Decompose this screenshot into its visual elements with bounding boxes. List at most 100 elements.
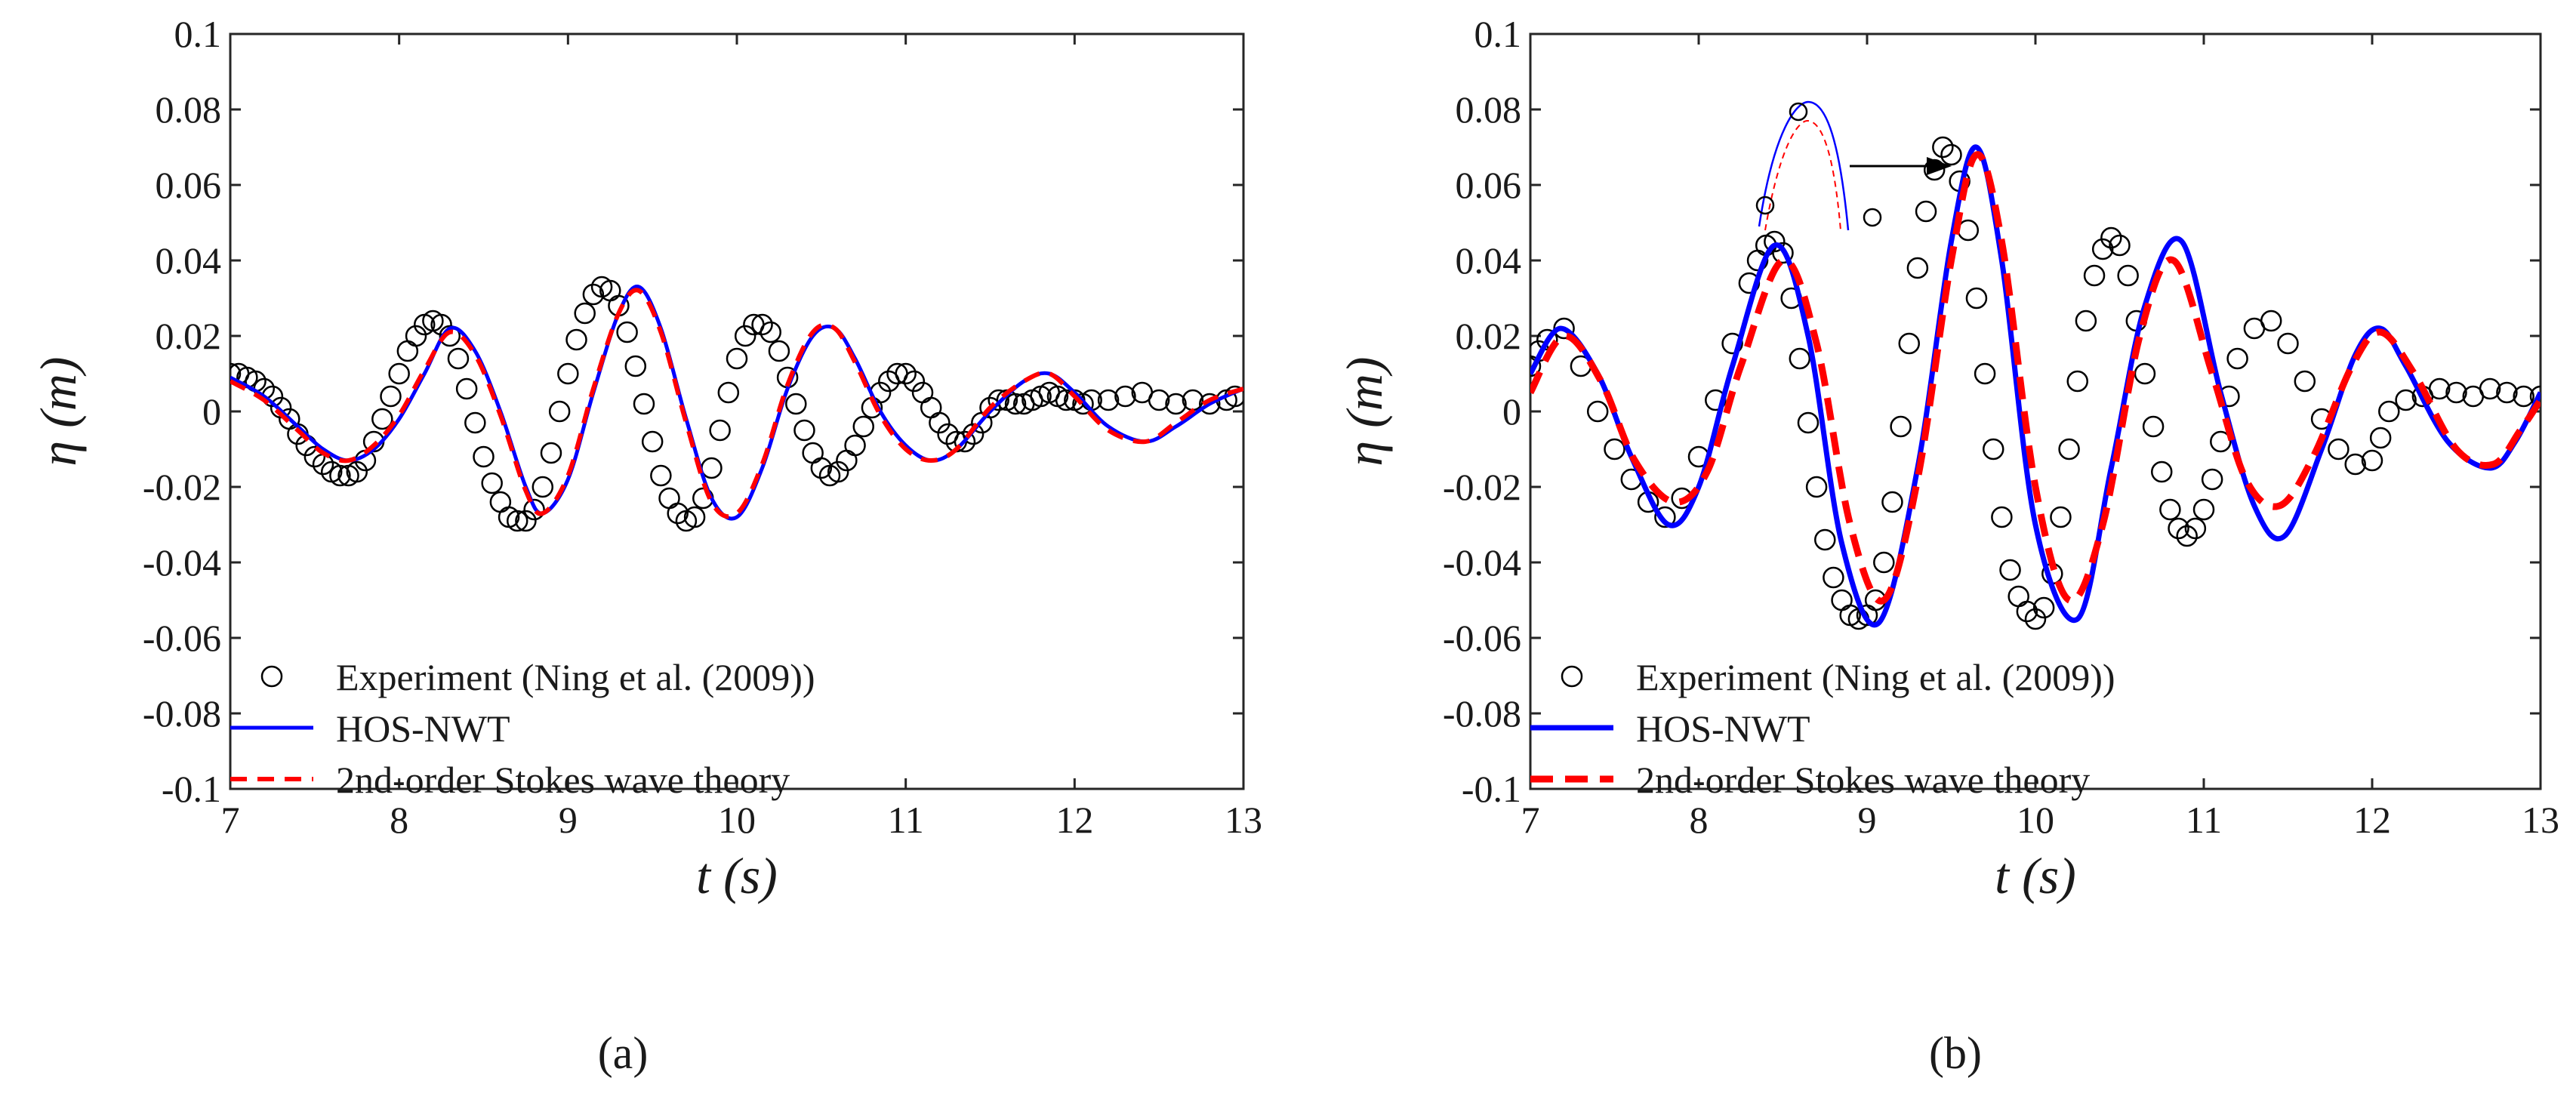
experiment-point	[532, 476, 554, 498]
experiment-point	[473, 445, 495, 468]
experiment-point	[430, 313, 452, 336]
experiment-point	[929, 411, 951, 434]
experiment-point	[2369, 427, 2392, 449]
panel-label: (a)	[598, 1028, 649, 1078]
y-axis-label: η (m)	[29, 356, 87, 466]
experiment-point	[1586, 400, 1609, 423]
experiment-point	[1881, 491, 1903, 513]
experiment-point	[852, 415, 874, 438]
experiment-point	[2066, 370, 2088, 393]
experiment-point	[481, 472, 503, 494]
experiment-point	[641, 430, 664, 453]
experiment-point	[2378, 400, 2400, 423]
x-tick-label: 7	[1521, 799, 1540, 841]
panel-label: (b)	[1929, 1028, 1982, 1078]
legend-marker-experiment	[260, 665, 283, 688]
experiment-point	[1654, 506, 1676, 528]
experiment-point	[1999, 559, 2021, 581]
experiment-point	[810, 457, 833, 479]
experiment-point	[464, 411, 486, 434]
experiment-point	[962, 423, 984, 445]
experiment-point	[2277, 332, 2299, 355]
inset-experiment-point	[1755, 196, 1775, 215]
experiment-point	[565, 328, 587, 351]
experiment-point	[2428, 377, 2451, 400]
experiment-point	[650, 464, 672, 487]
legend-label: Experiment (Ning et al. (2009))	[1636, 656, 2115, 698]
experiment-point	[2050, 506, 2072, 528]
experiment-point	[2201, 468, 2223, 491]
experiment-point	[2361, 449, 2383, 472]
legend-label: Experiment (Ning et al. (2009))	[336, 656, 815, 698]
x-tick-label: 8	[1690, 799, 1709, 841]
experiment-point	[548, 400, 571, 423]
y-tick-label: -0.02	[143, 466, 221, 508]
experiment-point	[574, 302, 596, 325]
experiment-point	[346, 460, 368, 483]
experiment-point	[1772, 242, 1794, 264]
y-tick-label: 0.04	[156, 239, 222, 282]
x-axis-label: t (s)	[1995, 847, 2076, 904]
experiment-point	[2344, 453, 2366, 476]
y-tick-label: 0.02	[156, 315, 222, 357]
experiment-point	[455, 377, 478, 400]
x-tick-label: 10	[718, 799, 756, 841]
experiment-point	[1764, 230, 1786, 253]
y-tick-label: 0.08	[156, 88, 222, 131]
experiment-point	[2151, 460, 2173, 483]
experiment-point	[2016, 600, 2038, 623]
experiment-point	[1199, 393, 1221, 415]
experiment-point	[683, 506, 706, 528]
experiment-point	[1823, 566, 1844, 589]
y-tick-label: 0.06	[156, 164, 222, 206]
experiment-point	[506, 510, 528, 532]
experiment-point	[2328, 438, 2350, 460]
y-tick-label: -0.04	[1443, 541, 1521, 584]
experiment-point	[1974, 362, 1996, 385]
experiment-point	[1004, 393, 1027, 415]
y-tick-label: -0.02	[1443, 466, 1521, 508]
y-tick-label: 0.1	[1474, 13, 1522, 55]
legend-marker-experiment	[1561, 665, 1583, 688]
y-tick-label: -0.06	[143, 617, 221, 659]
experiment-point	[1721, 332, 1743, 355]
experiment-point	[523, 498, 545, 521]
experiment-point	[2159, 498, 2181, 521]
y-tick-label: -0.04	[143, 541, 221, 584]
experiment-point	[2091, 238, 2114, 260]
experiment-point	[717, 381, 740, 404]
x-tick-label: 9	[559, 799, 578, 841]
experiment-point	[616, 321, 638, 343]
inset-stokes-line	[1764, 119, 1841, 231]
inset-experiment-point	[1863, 208, 1882, 227]
experiment-point	[1991, 506, 2013, 528]
x-tick-label: 9	[1858, 799, 1877, 841]
y-tick-label: 0	[1502, 390, 1521, 433]
experiment-point	[2168, 517, 2189, 540]
experiment-point	[633, 393, 655, 415]
experiment-point	[2058, 438, 2080, 460]
y-tick-label: -0.06	[1443, 617, 1521, 659]
panel-b: 7 8 9 10 11 12 13 0.1 0.08 0.06 0.04 0.02 0 -0.02 -0.0…	[1336, 13, 2559, 1078]
experiment-point	[2210, 430, 2232, 453]
experiment-point	[751, 313, 773, 336]
experiment-point	[304, 445, 326, 468]
inset-arrow-head	[1927, 157, 1952, 175]
experiment-point	[1805, 476, 1828, 498]
experiment-point	[988, 389, 1009, 411]
experiment-point	[1906, 257, 1929, 279]
experiment-point	[1898, 332, 1920, 355]
experiment-point	[1983, 438, 2004, 460]
y-tick-label: 0.06	[1456, 164, 1522, 206]
x-tick-label: 12	[1055, 799, 1093, 841]
experiment-point	[624, 355, 647, 377]
experiment-point	[2294, 370, 2316, 393]
experiment-point	[557, 362, 579, 385]
experiment-point	[1165, 393, 1187, 415]
experiment-point	[2479, 377, 2501, 400]
experiment-point	[380, 385, 402, 408]
data-layer	[230, 276, 1243, 532]
experiment-point	[515, 510, 537, 532]
experiment-point	[1797, 411, 1820, 434]
